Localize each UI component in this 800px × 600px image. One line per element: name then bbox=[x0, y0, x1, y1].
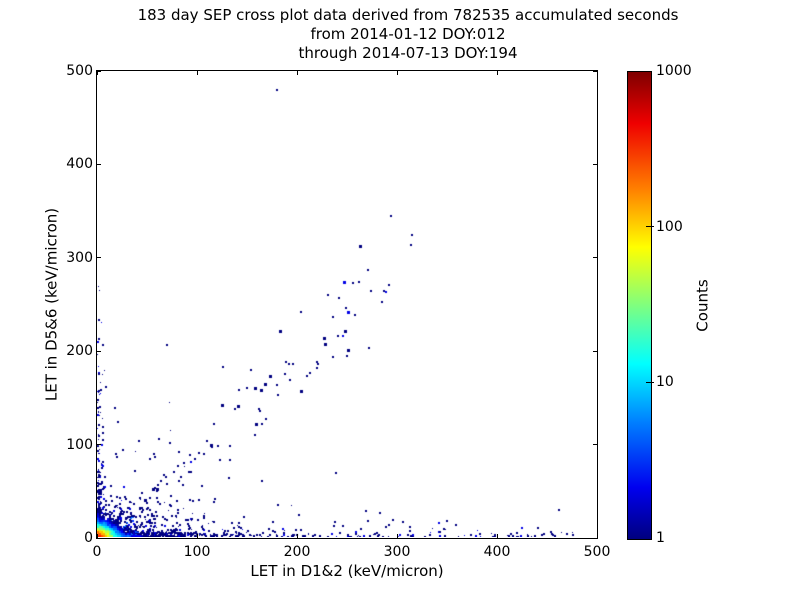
y-tick-label: 200 bbox=[66, 343, 93, 360]
y-tick-label: 500 bbox=[66, 63, 93, 79]
colorbar-tick-mark bbox=[646, 381, 654, 383]
x-tick-mark bbox=[596, 534, 598, 538]
colorbar-axis-label: Counts bbox=[693, 279, 712, 332]
y-tick-label: 100 bbox=[66, 436, 93, 453]
colorbar bbox=[627, 71, 652, 540]
y-tick-label: 400 bbox=[66, 156, 93, 173]
x-tick-mark bbox=[196, 534, 198, 538]
colorbar-tick-label: 1000 bbox=[656, 63, 692, 79]
y-tick-label: 300 bbox=[66, 249, 93, 266]
y-tick-mark bbox=[97, 444, 101, 446]
x-tick-label: 300 bbox=[383, 544, 411, 560]
colorbar-tick-label: 1 bbox=[656, 530, 665, 546]
x-tick-mark bbox=[496, 534, 498, 538]
scatter-density-canvas bbox=[97, 71, 597, 537]
x-tick-mark-top bbox=[596, 71, 598, 75]
y-tick-mark bbox=[97, 70, 101, 72]
colorbar-tick-mark bbox=[646, 226, 654, 228]
x-tick-label: 0 bbox=[92, 544, 102, 560]
colorbar-tick-label: 100 bbox=[656, 218, 683, 235]
x-tick-mark-top bbox=[196, 71, 198, 75]
y-tick-mark-right bbox=[593, 257, 597, 259]
x-tick-mark bbox=[396, 534, 398, 538]
y-tick-mark-right bbox=[593, 350, 597, 352]
colorbar-tick-label: 10 bbox=[656, 374, 674, 391]
x-tick-label: 100 bbox=[183, 544, 211, 560]
x-tick-mark-top bbox=[396, 71, 398, 75]
x-tick-label: 400 bbox=[483, 544, 511, 560]
y-tick-mark-right bbox=[593, 70, 597, 72]
y-tick-mark bbox=[97, 257, 101, 259]
y-axis-label: LET in D5&6 (keV/micron) bbox=[42, 207, 61, 402]
x-tick-mark bbox=[96, 534, 98, 538]
x-tick-mark bbox=[296, 534, 298, 538]
y-tick-label: 0 bbox=[84, 530, 93, 546]
y-tick-mark-right bbox=[593, 537, 597, 539]
y-tick-mark-right bbox=[593, 444, 597, 446]
x-tick-mark-top bbox=[496, 71, 498, 75]
x-tick-mark-top bbox=[96, 71, 98, 75]
x-tick-label: 500 bbox=[583, 544, 611, 560]
chart-title-line-1: 183 day SEP cross plot data derived from… bbox=[137, 6, 679, 24]
chart-title-line-2: from 2014-01-12 DOY:012 bbox=[310, 25, 506, 43]
y-tick-mark bbox=[97, 350, 101, 352]
x-tick-label: 200 bbox=[283, 544, 311, 560]
chart-title-line-3: through 2014-07-13 DOY:194 bbox=[298, 44, 518, 62]
x-axis-label: LET in D1&2 (keV/micron) bbox=[250, 562, 444, 580]
y-tick-mark bbox=[97, 163, 101, 165]
x-tick-mark-top bbox=[296, 71, 298, 75]
y-tick-mark-right bbox=[593, 163, 597, 165]
y-tick-mark bbox=[97, 537, 101, 539]
